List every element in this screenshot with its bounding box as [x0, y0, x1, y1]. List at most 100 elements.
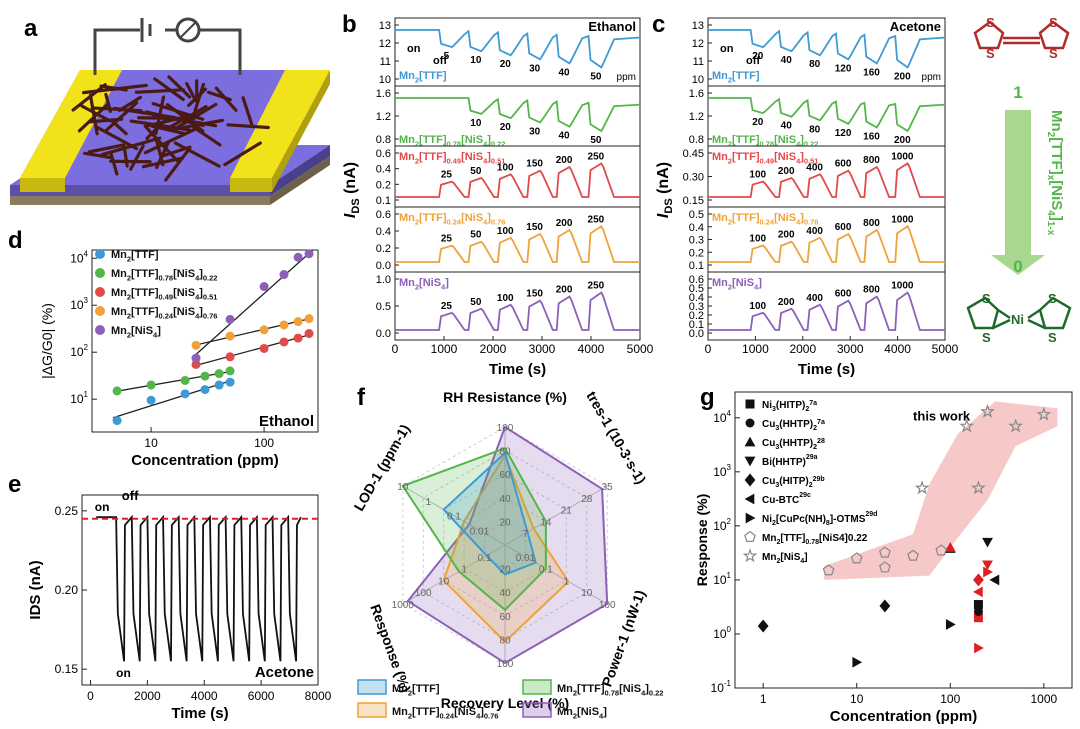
- nanorod: [226, 123, 270, 130]
- data-point: [191, 340, 201, 350]
- formula-part: Mn: [111, 325, 127, 337]
- legend-part: [CuPc(NH): [776, 514, 826, 525]
- legend-label: Mn2[TTF]0.49[NiS4]0.51: [111, 287, 217, 301]
- formula-part: ]: [800, 212, 804, 224]
- formula-part: [TTF]: [131, 306, 159, 318]
- legend-part: 4: [800, 558, 804, 565]
- ylabel-part: I: [655, 213, 672, 218]
- formula-part: 2: [728, 139, 732, 148]
- concentration-label: 100: [749, 301, 766, 312]
- series-name: Mn2[NiS4]: [712, 277, 762, 291]
- formula-part: 0.22: [491, 139, 506, 148]
- x-tick-label: 10: [144, 436, 158, 450]
- concentration-label: 20: [752, 51, 764, 62]
- current-trace: [395, 291, 640, 331]
- y-tick-label: 0.4: [376, 226, 391, 238]
- formula-part: Mn: [392, 683, 408, 695]
- radar-tick: 10: [581, 588, 593, 599]
- concentration-label: 20: [500, 59, 512, 70]
- nanorod: [71, 83, 107, 112]
- data-point: [983, 566, 993, 578]
- ttf-s3: S: [1049, 15, 1058, 30]
- formula-part: Mn: [111, 287, 127, 299]
- current-trace: [708, 97, 946, 133]
- formula-part: 4: [599, 711, 604, 720]
- concentration-label: 150: [526, 159, 543, 170]
- data-point: [1008, 418, 1024, 433]
- formula-part: 4: [754, 282, 759, 291]
- concentration-label: 400: [806, 293, 823, 304]
- formula-part: ]: [487, 151, 491, 163]
- x-tick-label: 0: [392, 342, 399, 356]
- formula-part: 2: [573, 688, 577, 697]
- radar-tick: 14: [540, 517, 552, 528]
- y-tick-label: 10: [692, 74, 704, 86]
- this-work-region: [824, 401, 1058, 580]
- radar-axis-label: RH Resistance (%): [443, 389, 567, 405]
- legend-label: Mn2[TTF]0.78[NiS4]0.22: [762, 533, 868, 546]
- formula-part: Mn: [399, 134, 415, 146]
- formula-part: 4: [483, 156, 488, 165]
- formula-part: 2: [728, 282, 732, 291]
- legend-part: 3: [775, 425, 779, 432]
- formula-part: 4: [641, 688, 646, 697]
- legend-marker: [95, 249, 105, 259]
- right-electrode-side: [272, 70, 330, 192]
- formula-part: [NiS: [461, 151, 483, 163]
- nanorod: [154, 137, 165, 167]
- current-trace: [395, 162, 640, 198]
- formula-part: Mn: [111, 268, 127, 280]
- data-point: [980, 403, 995, 418]
- legend-part: (HHTP): [779, 419, 813, 430]
- nanorod: [174, 102, 218, 130]
- radar-tick: 10: [438, 576, 450, 587]
- legend-part: Bi(HHTP): [762, 457, 806, 468]
- radar-tick: 0.1: [539, 565, 553, 576]
- legend-label: Mn2[TTF]: [392, 683, 440, 697]
- concentration-label: 200: [894, 71, 911, 82]
- tick-exponent: 3: [727, 463, 732, 472]
- legend-marker: [95, 268, 105, 278]
- right-electrode-front: [230, 178, 272, 192]
- concentration-label: 200: [556, 218, 573, 229]
- radar-tick: 1: [461, 565, 467, 576]
- y-tick-label: 12: [692, 38, 704, 50]
- x-tick-label: 4000: [578, 342, 605, 356]
- data-point: [214, 380, 224, 390]
- radar-spoke: [402, 544, 506, 605]
- y-tick-label: 10-1: [711, 679, 732, 695]
- y-axis-label: Response (%): [694, 494, 710, 587]
- concentration-label: 10: [470, 118, 482, 129]
- concentration-label: 40: [558, 67, 570, 78]
- molecular-structures: S S S S 1 Mn2[TTF]x[NiS4]1-x 0 S S S S N…: [966, 15, 1072, 345]
- data-point: [293, 252, 303, 262]
- legend-marker: [744, 530, 756, 542]
- x-tick-label: 10: [850, 692, 864, 706]
- on-label: on: [720, 43, 734, 55]
- y-tick-label: 103: [70, 296, 88, 312]
- y-tick-label: 1.6: [689, 88, 704, 100]
- y-tick-label: 1.2: [376, 111, 391, 123]
- formula-part: [NiS: [774, 212, 796, 224]
- nanorod: [164, 146, 192, 182]
- concentration-label: 800: [863, 218, 880, 229]
- legend-part: (HITP): [779, 476, 808, 487]
- data-point: [293, 317, 303, 327]
- legend-part: Cu-BTC: [762, 495, 799, 506]
- ylabel-part: (nA): [655, 162, 672, 198]
- legend-part: (HHTP): [779, 438, 813, 449]
- concentration-label: 40: [558, 131, 570, 142]
- y-tick-label: 0.5: [689, 283, 704, 295]
- legend-marker: [95, 325, 105, 335]
- nanorod: [129, 144, 145, 171]
- y-tick-label: 0.8: [376, 134, 391, 146]
- formula-part: 4: [796, 156, 801, 165]
- legend-label: Ni2[CuPc(NH)8]-OTMS29d: [762, 511, 877, 527]
- formula-part: [NiS: [461, 134, 483, 146]
- formula-part: 4: [195, 292, 200, 301]
- formula-part: 0.22: [203, 273, 218, 282]
- data-point: [304, 249, 314, 259]
- x-tick-label: 0: [87, 689, 94, 703]
- panel-label-c: c: [652, 11, 665, 38]
- data-point: [180, 375, 190, 385]
